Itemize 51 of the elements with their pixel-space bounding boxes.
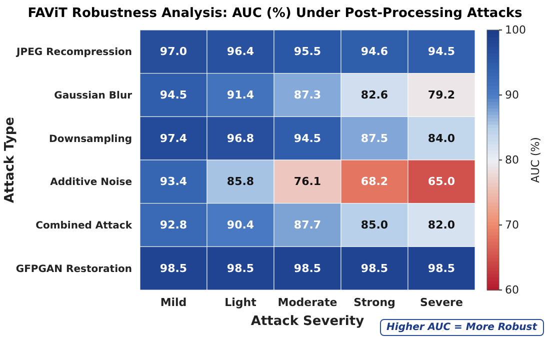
data-label: 92.8 (160, 218, 188, 232)
color-bar-label: 90 (505, 88, 519, 102)
data-label: 82.6 (360, 88, 388, 102)
data-label: 98.5 (428, 262, 456, 275)
data-label: 98.5 (360, 262, 388, 275)
x-tick-label: Severe (420, 296, 463, 309)
x-tick-label: Moderate (278, 296, 338, 309)
chart-title: FAViT Robustness Analysis: AUC (%) Under Post-Processing Attacks (26, 6, 524, 21)
data-label: 79.2 (428, 88, 456, 102)
data-label: 87.3 (294, 88, 322, 102)
text: Higher AUC = More Robust (380, 319, 544, 336)
data-label: 87.7 (294, 218, 322, 232)
data-label: 76.1 (294, 175, 322, 188)
color-bar-title: AUC (%) (529, 137, 542, 183)
data-label: 94.6 (360, 45, 388, 58)
data-label: 98.5 (160, 262, 188, 275)
data-label: 90.4 (226, 218, 254, 232)
data-label: 96.8 (226, 132, 254, 145)
data-label: 85.0 (360, 218, 388, 232)
color-bar-label: 70 (505, 218, 519, 232)
data-label: 94.5 (428, 45, 456, 58)
data-label: 93.4 (160, 175, 188, 188)
y-axis-title: Attack Type (2, 116, 18, 204)
data-label: 85.8 (226, 175, 254, 188)
x-tick-label: Light (224, 296, 256, 309)
color-bar-label: 60 (505, 284, 519, 296)
data-label: 97.0 (160, 45, 188, 58)
data-label: 65.0 (428, 175, 456, 188)
data-label: 94.5 (160, 88, 188, 102)
data-label: 94.5 (294, 132, 322, 145)
data-label: 82.0 (428, 218, 456, 232)
data-label: 84.0 (428, 132, 456, 145)
y-tick-label: Additive Noise (50, 177, 132, 188)
y-tick-label: Downsampling (49, 134, 132, 145)
data-label: 97.4 (160, 132, 188, 145)
data-label: 91.4 (226, 88, 254, 102)
color-bar-label: 80 (505, 154, 519, 166)
data-label: 87.5 (360, 132, 388, 145)
y-tick-label: Combined Attack (36, 220, 132, 232)
data-label: 68.2 (360, 175, 388, 188)
x-axis-title: Attack Severity (250, 314, 365, 329)
color-bar-label: 100 (505, 24, 526, 36)
x-tick-label: Mild (160, 296, 187, 309)
x-tick-label: Strong (354, 296, 396, 309)
data-label: 95.5 (294, 45, 322, 58)
y-tick-label: Gaussian Blur (54, 90, 132, 102)
data-label: 98.5 (294, 262, 322, 275)
y-tick-label: GFPGAN Restoration (16, 264, 132, 275)
y-tick-label: JPEG Recompression (16, 47, 132, 58)
data-label: 98.5 (226, 262, 254, 275)
data-label: 96.4 (226, 45, 254, 58)
